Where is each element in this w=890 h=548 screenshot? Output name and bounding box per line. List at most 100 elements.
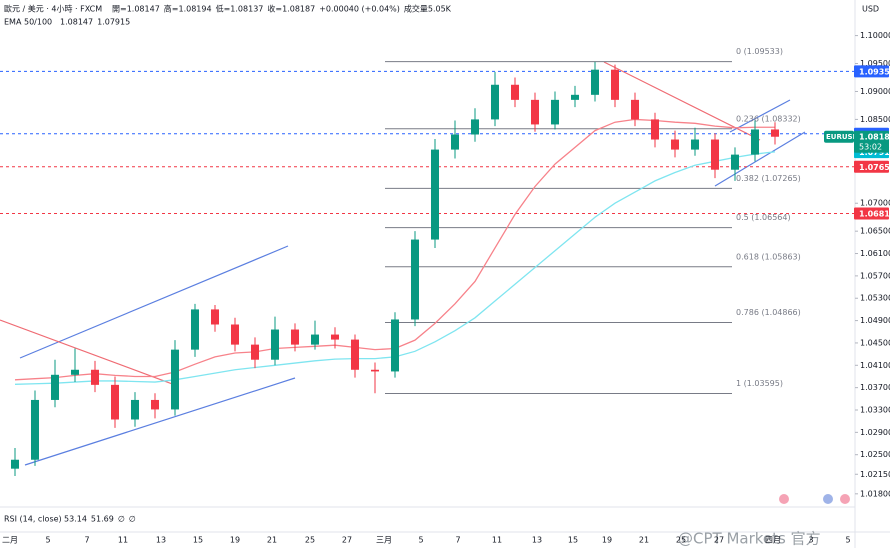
candle-body bbox=[511, 84, 519, 100]
candle-body bbox=[591, 69, 599, 95]
candle-body bbox=[571, 94, 579, 100]
y-tick-label: 1.04900 bbox=[860, 316, 890, 325]
candle-body bbox=[331, 334, 339, 340]
price-tag bbox=[854, 65, 889, 78]
candle-body bbox=[551, 99, 559, 125]
x-tick-label: 5 bbox=[45, 536, 50, 545]
candle-body bbox=[431, 149, 439, 240]
candle-body bbox=[11, 459, 19, 469]
rsi-label: RSI (14, close) bbox=[4, 515, 62, 524]
rsi-value: ∅ bbox=[118, 515, 125, 524]
fib-label: 0 (1.09533) bbox=[736, 47, 783, 56]
rsi-value: ∅ bbox=[129, 515, 136, 524]
fib-label: 0.382 (1.07265) bbox=[736, 174, 801, 183]
last-price-label: 1.08187 bbox=[859, 133, 890, 142]
candle-body bbox=[231, 324, 239, 345]
x-tick-label: 5 bbox=[845, 536, 850, 545]
y-tick-label: 1.09500 bbox=[860, 59, 890, 68]
x-tick-label: 25 bbox=[305, 536, 315, 545]
candle-body bbox=[71, 369, 79, 375]
y-tick-label: 1.02500 bbox=[860, 450, 890, 459]
countdown: 53:02 bbox=[859, 143, 882, 152]
event-icon bbox=[840, 494, 850, 504]
candle-body bbox=[351, 339, 359, 370]
x-tick-label: 21 bbox=[267, 536, 277, 545]
trend-line bbox=[0, 319, 176, 386]
x-tick-label: 13 bbox=[532, 536, 542, 545]
candle-body bbox=[191, 309, 199, 350]
x-tick-label: 21 bbox=[639, 536, 649, 545]
indicator-value: 1.07915 bbox=[97, 18, 130, 27]
x-tick-label: 15 bbox=[568, 536, 578, 545]
candle-body bbox=[31, 399, 39, 460]
symbol-tag bbox=[824, 130, 854, 143]
candle-body bbox=[531, 99, 539, 125]
x-tick-label: 7 bbox=[455, 536, 460, 545]
candle-body bbox=[451, 134, 459, 150]
x-tick-label: 7 bbox=[84, 536, 89, 545]
y-tick-label: 1.05300 bbox=[860, 294, 890, 303]
y-tick-label: 1.04100 bbox=[860, 361, 890, 370]
candle-body bbox=[131, 399, 139, 420]
x-tick-label: 11 bbox=[118, 536, 128, 545]
candle-body bbox=[271, 329, 279, 360]
x-tick-label: 5 bbox=[418, 536, 423, 545]
y-tick-label: 1.06100 bbox=[860, 249, 890, 258]
event-icon bbox=[779, 494, 789, 504]
fib-label: 1 (1.03595) bbox=[736, 379, 783, 388]
x-tick-label: 15 bbox=[193, 536, 203, 545]
price-tag bbox=[854, 207, 889, 220]
price-tag-label: 1.09359 bbox=[859, 67, 890, 76]
x-tick-label: 27 bbox=[714, 536, 724, 545]
candle-body bbox=[411, 239, 419, 320]
ohlc-text: 收=1.08187 bbox=[267, 4, 315, 14]
candle-body bbox=[691, 139, 699, 150]
candle-body bbox=[251, 344, 259, 360]
candle-body bbox=[371, 369, 379, 372]
y-tick-label: 1.03300 bbox=[860, 406, 890, 415]
ohlc-text: 開=1.08147 bbox=[112, 5, 160, 14]
y-tick-label: 1.06500 bbox=[860, 227, 890, 236]
channel-line bbox=[19, 245, 289, 359]
x-tick-label: 13 bbox=[156, 536, 166, 545]
x-tick-label: 3 bbox=[808, 536, 813, 545]
ohlc-text: 高=1.08194 bbox=[164, 4, 212, 14]
fib-label: 0.236 (1.08332) bbox=[736, 114, 801, 123]
rsi-value: 51.69 bbox=[91, 515, 114, 524]
symbol-title: 歐元 / 美元 · 4小時 · FXCM bbox=[4, 4, 102, 14]
x-tick-label: 11 bbox=[492, 536, 502, 545]
y-tick-label: 1.01800 bbox=[860, 489, 890, 498]
y-tick-label: 1.03700 bbox=[860, 383, 890, 392]
rsi-value: 53.14 bbox=[64, 515, 87, 524]
candle-body bbox=[111, 384, 119, 420]
indicator-value: 1.08147 bbox=[60, 18, 93, 27]
y-tick-label: 1.09000 bbox=[860, 87, 890, 96]
candle-body bbox=[611, 69, 619, 100]
currency-label: USD bbox=[862, 5, 879, 14]
y-tick-label: 1.07000 bbox=[860, 199, 890, 208]
channel-line bbox=[729, 99, 791, 133]
x-tick-label: 19 bbox=[602, 536, 612, 545]
symbol-tag-label: EURUSD bbox=[826, 133, 859, 141]
x-tick-label: 四月 bbox=[765, 536, 781, 545]
candle-body bbox=[391, 319, 399, 372]
candle-body bbox=[671, 139, 679, 150]
price-tag bbox=[854, 160, 889, 173]
x-tick-label: 三月 bbox=[376, 536, 392, 545]
event-icon bbox=[823, 494, 833, 504]
price-tag-label: 1.07652 bbox=[859, 163, 890, 172]
channel-line bbox=[24, 377, 296, 466]
candle-body bbox=[51, 374, 59, 400]
candle-body bbox=[711, 139, 719, 170]
candle-body bbox=[171, 349, 179, 410]
candle-body bbox=[151, 399, 159, 410]
candle-body bbox=[491, 84, 499, 120]
candle-body bbox=[631, 99, 639, 120]
candle-body bbox=[651, 119, 659, 140]
candle-body bbox=[91, 369, 99, 385]
x-tick-label: 19 bbox=[230, 536, 240, 545]
ohlc-text: +0.00040 (+0.04%) bbox=[319, 5, 400, 14]
x-tick-label: 25 bbox=[676, 536, 686, 545]
